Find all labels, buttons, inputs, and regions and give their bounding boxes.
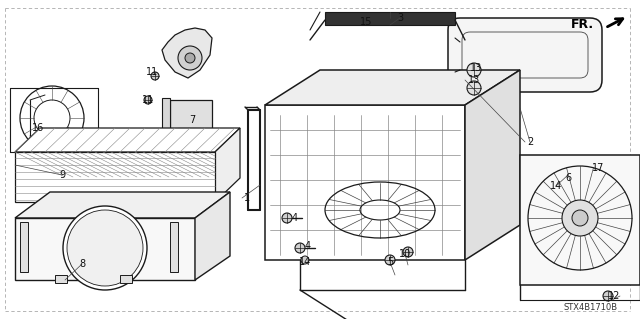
Text: 1: 1 <box>244 193 250 203</box>
Circle shape <box>467 63 481 77</box>
Circle shape <box>562 200 598 236</box>
Polygon shape <box>215 128 240 202</box>
Polygon shape <box>325 12 455 25</box>
Polygon shape <box>195 192 230 280</box>
Bar <box>170 100 212 130</box>
Bar <box>188 128 200 136</box>
Text: 13: 13 <box>470 63 482 73</box>
Bar <box>55 275 67 283</box>
Text: FR.: FR. <box>571 18 594 31</box>
Circle shape <box>63 206 147 290</box>
Circle shape <box>301 256 309 264</box>
Polygon shape <box>465 70 520 260</box>
Text: 13: 13 <box>468 75 480 85</box>
Circle shape <box>603 291 613 301</box>
Circle shape <box>563 170 573 180</box>
Text: 12: 12 <box>608 291 620 301</box>
Polygon shape <box>265 105 465 260</box>
Bar <box>170 222 178 272</box>
Text: 6: 6 <box>565 173 571 183</box>
Text: 10: 10 <box>399 249 411 259</box>
Text: 5: 5 <box>387 257 393 267</box>
Polygon shape <box>265 70 520 105</box>
Polygon shape <box>15 152 215 202</box>
Circle shape <box>185 53 195 63</box>
Polygon shape <box>15 218 195 280</box>
Text: 3: 3 <box>397 13 403 23</box>
Bar <box>120 275 132 283</box>
Circle shape <box>295 243 305 253</box>
Text: STX4B1710B: STX4B1710B <box>564 303 618 313</box>
Bar <box>20 222 28 272</box>
Circle shape <box>282 213 292 223</box>
Text: 9: 9 <box>59 170 65 180</box>
Text: 4: 4 <box>292 213 298 223</box>
Polygon shape <box>162 98 170 132</box>
Bar <box>178 128 190 136</box>
Text: 15: 15 <box>360 17 372 27</box>
Bar <box>520 155 640 285</box>
Circle shape <box>144 96 152 104</box>
Circle shape <box>403 247 413 257</box>
Polygon shape <box>15 128 240 152</box>
Circle shape <box>551 182 559 190</box>
Circle shape <box>467 81 481 95</box>
Circle shape <box>572 210 588 226</box>
Text: 2: 2 <box>527 137 533 147</box>
Text: 4: 4 <box>305 241 311 251</box>
Polygon shape <box>15 192 230 218</box>
Text: 14: 14 <box>550 181 562 191</box>
Text: 7: 7 <box>189 115 195 125</box>
Text: 11: 11 <box>146 67 158 77</box>
Circle shape <box>361 15 371 25</box>
Circle shape <box>151 72 159 80</box>
Text: 16: 16 <box>32 123 44 133</box>
Text: 8: 8 <box>79 259 85 269</box>
Polygon shape <box>162 28 212 78</box>
Circle shape <box>385 255 395 265</box>
Text: 11: 11 <box>142 95 154 105</box>
FancyBboxPatch shape <box>448 18 602 92</box>
Text: 17: 17 <box>592 163 604 173</box>
Text: 14: 14 <box>299 257 311 267</box>
Circle shape <box>67 210 143 286</box>
Circle shape <box>178 46 202 70</box>
